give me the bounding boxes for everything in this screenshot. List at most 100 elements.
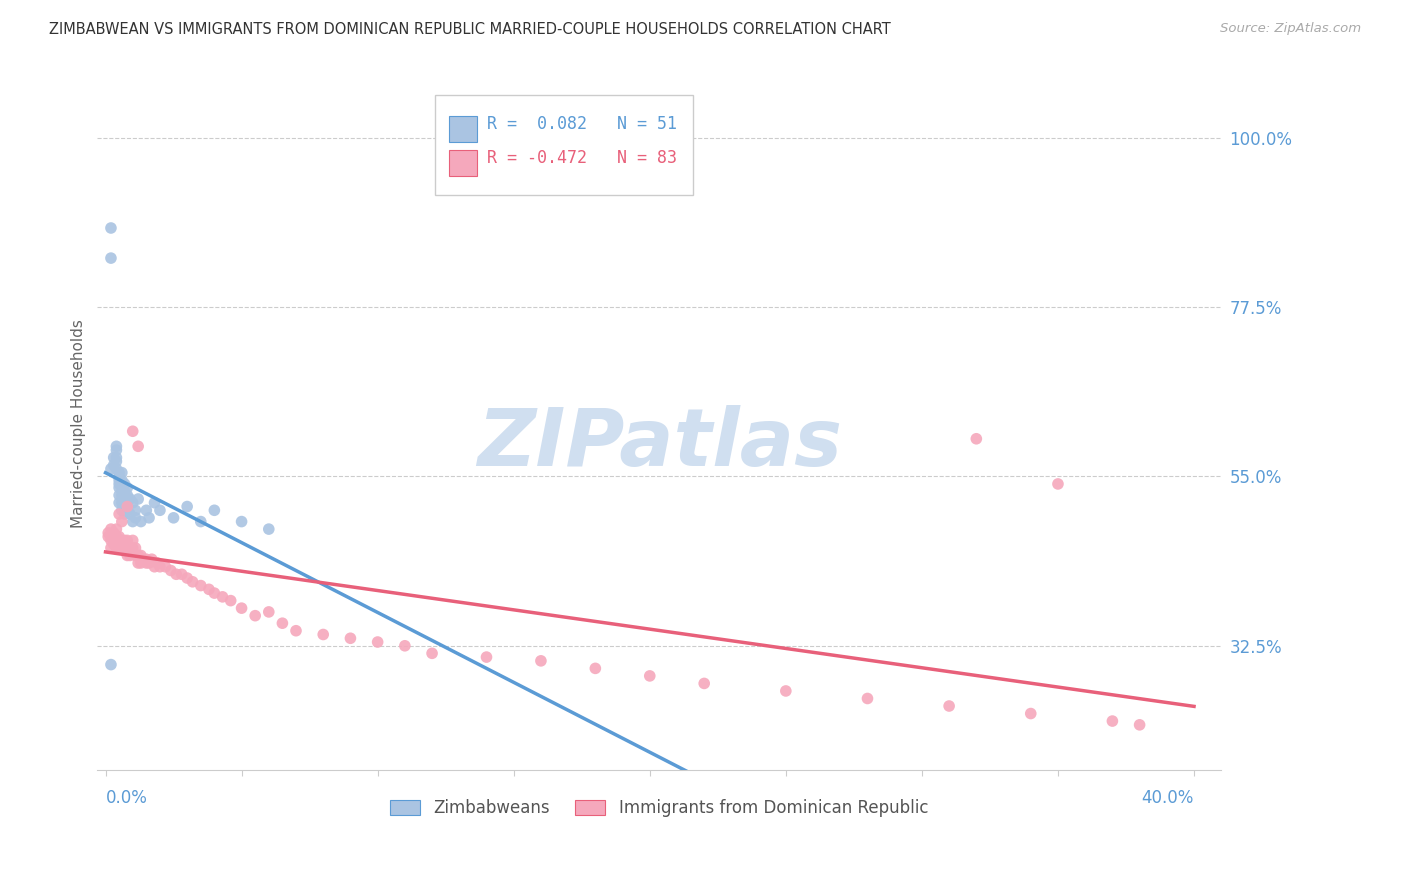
- Point: [129, 515, 152, 529]
- Point: [138, 556, 160, 570]
- Point: [103, 525, 125, 540]
- Point: [141, 552, 163, 566]
- Point: [105, 439, 128, 453]
- Point: [121, 496, 143, 510]
- Point: [124, 503, 146, 517]
- Point: [638, 669, 661, 683]
- Point: [105, 450, 128, 465]
- Bar: [449, 150, 477, 177]
- Point: [176, 571, 198, 585]
- Point: [103, 533, 125, 548]
- Text: 40.0%: 40.0%: [1142, 789, 1194, 807]
- Point: [114, 484, 136, 499]
- Point: [100, 522, 122, 536]
- Point: [117, 503, 139, 517]
- Point: [285, 624, 308, 638]
- Point: [856, 691, 879, 706]
- Point: [124, 549, 146, 563]
- Point: [143, 496, 166, 510]
- Point: [1019, 706, 1042, 721]
- Point: [124, 541, 146, 555]
- Point: [105, 530, 128, 544]
- Point: [1129, 718, 1152, 732]
- Point: [121, 541, 143, 555]
- Point: [105, 462, 128, 476]
- Point: [114, 541, 136, 555]
- Point: [367, 635, 389, 649]
- Point: [108, 530, 131, 544]
- Point: [339, 632, 361, 646]
- Point: [111, 466, 134, 480]
- Point: [1046, 477, 1069, 491]
- Point: [111, 533, 134, 548]
- Point: [118, 491, 141, 506]
- Point: [97, 525, 120, 540]
- Point: [111, 473, 134, 487]
- Point: [965, 432, 987, 446]
- Point: [124, 511, 146, 525]
- Point: [114, 533, 136, 548]
- Point: [394, 639, 416, 653]
- Text: 0.0%: 0.0%: [105, 789, 148, 807]
- Text: Source: ZipAtlas.com: Source: ZipAtlas.com: [1220, 22, 1361, 36]
- Point: [97, 530, 120, 544]
- Point: [181, 574, 204, 589]
- Point: [108, 488, 131, 502]
- Point: [211, 590, 233, 604]
- Text: ZIPatlas: ZIPatlas: [477, 406, 842, 483]
- Point: [114, 500, 136, 514]
- Point: [135, 503, 157, 517]
- Point: [257, 522, 280, 536]
- Point: [105, 443, 128, 458]
- Point: [190, 578, 212, 592]
- Point: [129, 549, 152, 563]
- Point: [100, 530, 122, 544]
- Point: [775, 684, 797, 698]
- Point: [135, 556, 157, 570]
- Point: [198, 582, 221, 597]
- Point: [243, 608, 266, 623]
- Point: [111, 481, 134, 495]
- Point: [114, 507, 136, 521]
- Point: [108, 477, 131, 491]
- Point: [108, 473, 131, 487]
- Point: [693, 676, 716, 690]
- Point: [127, 439, 149, 453]
- Point: [108, 507, 131, 521]
- Point: [162, 511, 184, 525]
- Point: [111, 537, 134, 551]
- Point: [202, 503, 225, 517]
- Point: [312, 627, 335, 641]
- Point: [202, 586, 225, 600]
- Point: [105, 541, 128, 555]
- Point: [583, 661, 606, 675]
- Point: [118, 549, 141, 563]
- Point: [111, 541, 134, 555]
- Point: [100, 462, 122, 476]
- Y-axis label: Married-couple Households: Married-couple Households: [72, 319, 86, 528]
- Point: [149, 503, 172, 517]
- Point: [121, 533, 143, 548]
- Point: [1101, 714, 1123, 728]
- Point: [138, 511, 160, 525]
- Point: [117, 549, 139, 563]
- Point: [271, 616, 294, 631]
- Point: [117, 541, 139, 555]
- Point: [190, 515, 212, 529]
- Point: [121, 424, 143, 438]
- Point: [149, 559, 172, 574]
- Point: [108, 496, 131, 510]
- Point: [219, 593, 242, 607]
- Point: [117, 496, 139, 510]
- Point: [100, 251, 122, 265]
- Point: [176, 500, 198, 514]
- Point: [103, 537, 125, 551]
- Point: [117, 488, 139, 502]
- Point: [103, 450, 125, 465]
- Point: [155, 559, 177, 574]
- Bar: [449, 116, 477, 142]
- Point: [100, 221, 122, 235]
- Point: [118, 507, 141, 521]
- Point: [257, 605, 280, 619]
- Point: [108, 469, 131, 483]
